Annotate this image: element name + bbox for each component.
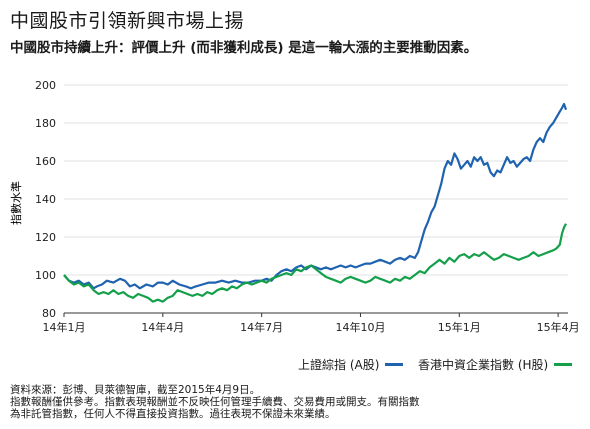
- legend-item-a-shares: 上證綜指 (A股): [298, 356, 404, 373]
- footnote-line: 為非託管指數，任何人不得直接投資指數。過往表現不保證未來業績。: [10, 408, 336, 420]
- y-tick-label: 80: [42, 307, 56, 320]
- x-tick-label: 14年10月: [335, 320, 385, 334]
- legend-swatch-a-shares: [385, 363, 404, 366]
- x-tick-label: 14年1月: [43, 320, 86, 334]
- footnote-line: 資料來源：彭博、貝萊德智庫，截至2015年4月9日。: [10, 384, 261, 396]
- x-tick-label: 14年7月: [240, 320, 283, 334]
- footnote: 資料來源：彭博、貝萊德智庫，截至2015年4月9日。 指數報酬僅供參考。指數表現…: [10, 384, 420, 420]
- chart-title: 中國股市引領新興市場上揚: [10, 10, 245, 32]
- legend-item-h-shares: 香港中資企業指數 (H股): [418, 356, 573, 373]
- series-line-a-shares: [63, 102, 568, 290]
- y-tick-labels: 80 100 120 140 160 180 200: [35, 79, 56, 320]
- x-tick-label: 15年4月: [537, 320, 580, 334]
- grid-lines: [64, 84, 568, 314]
- legend-label-h-shares: 香港中資企業指數 (H股): [418, 358, 549, 372]
- y-tick-label: 160: [35, 155, 56, 168]
- legend-swatch-h-shares: [554, 363, 573, 366]
- series-lines: [63, 102, 568, 303]
- y-tick-label: 140: [35, 193, 56, 206]
- y-axis-label: 指數水準: [9, 181, 23, 225]
- legend-label-a-shares: 上證綜指 (A股): [298, 358, 380, 372]
- x-tick-label: 14年4月: [141, 320, 184, 334]
- footnote-line: 指數報酬僅供參考。指數表現報酬並不反映任何管理手續費、交易費用或開支。有關指數: [10, 396, 420, 408]
- y-tick-label: 200: [35, 79, 56, 92]
- x-tick-labels: 14年1月 14年4月 14年7月 14年10月 15年1月 15年4月: [43, 313, 580, 334]
- x-tick-label: 15年1月: [438, 320, 481, 334]
- chart-subtitle: 中國股市持續上升：評價上升 (而非獲利成長) 是這一輪大漲的主要推動因素。: [10, 40, 478, 56]
- y-tick-label: 100: [35, 269, 56, 282]
- series-line-h-shares: [63, 223, 567, 303]
- y-tick-label: 120: [35, 231, 56, 244]
- y-tick-label: 180: [35, 117, 56, 130]
